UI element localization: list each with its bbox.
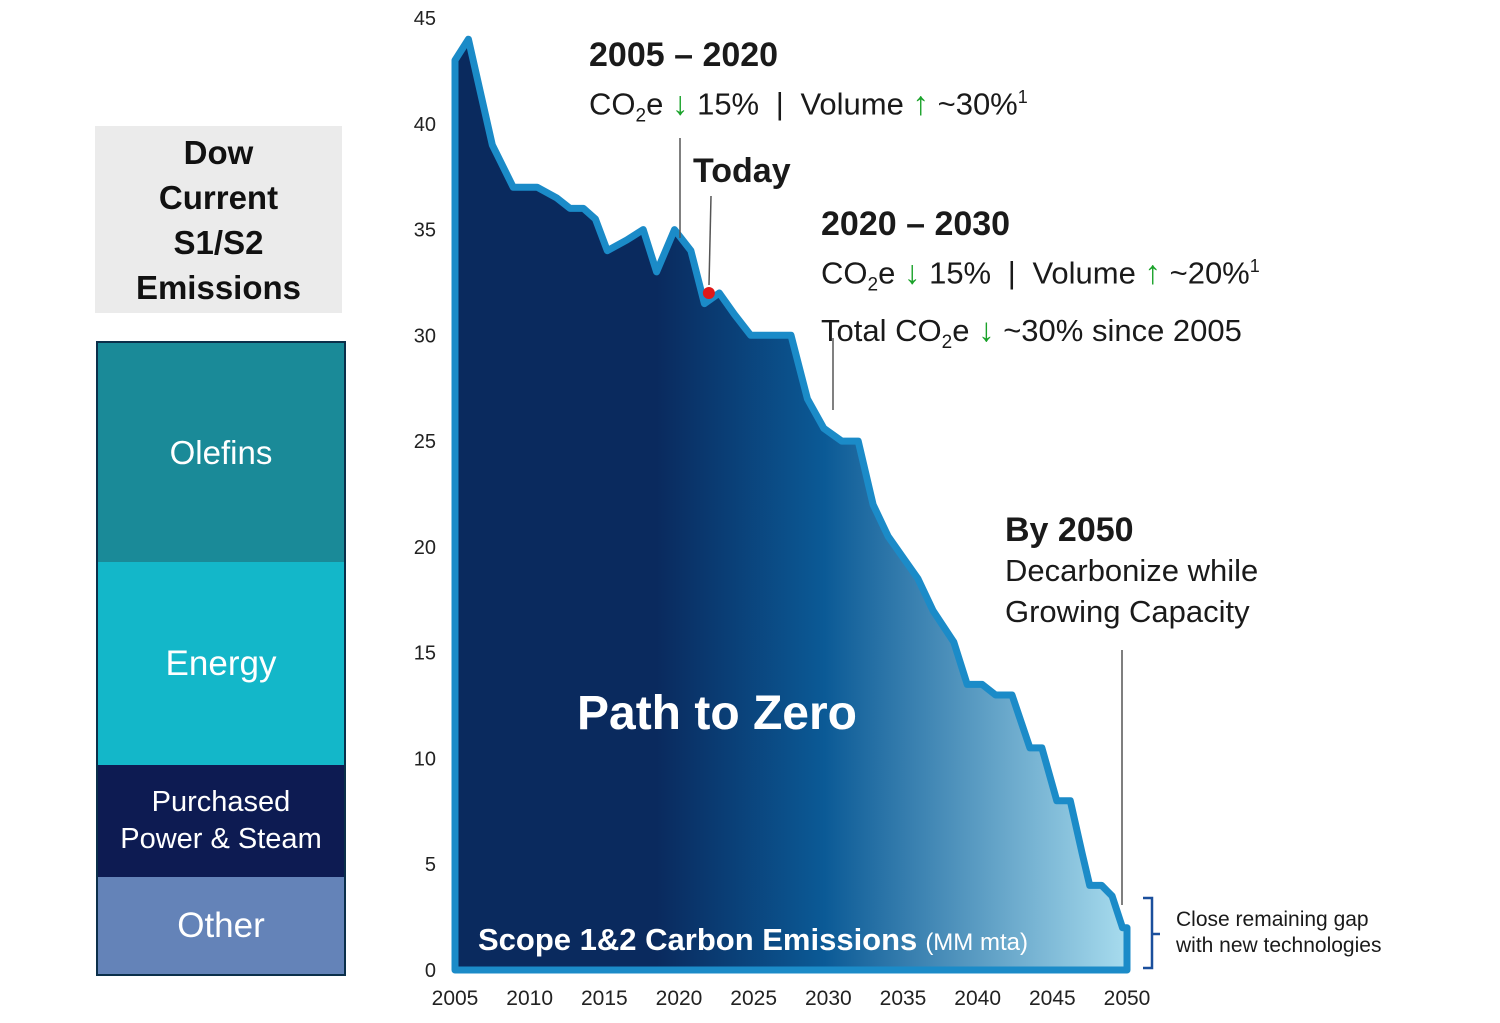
y-tick-label: 35 — [414, 220, 436, 242]
segment-purchased-power: Purchased Power & Steam — [98, 765, 344, 877]
series-label-text: Scope 1&2 Carbon Emissions — [478, 922, 917, 957]
annotation-2020-2030-line: CO2e ↓ 15% | Volume ↑ ~20%1 — [821, 253, 1260, 296]
down-arrow-icon: ↓ — [978, 310, 995, 348]
annotation-2005-2020-heading: 2005 – 2020 — [589, 36, 779, 74]
x-tick-label: 2050 — [1104, 987, 1151, 1010]
annotation-2050: By 2050 Decarbonize while Growing Capaci… — [1005, 511, 1258, 632]
annotation-2050-line1: Decarbonize while — [1005, 553, 1259, 588]
emissions-area — [455, 39, 1127, 970]
x-tick-label: 2030 — [805, 987, 852, 1010]
leader-line-today — [708, 195, 712, 286]
y-tick-label: 0 — [425, 960, 436, 982]
y-tick-label: 20 — [414, 537, 436, 559]
annotation-today: Today — [693, 152, 791, 191]
down-arrow-icon: ↓ — [671, 84, 689, 122]
annotation-2005-2020: 2005 – 2020 CO2e ↓ 15% | Volume ↑ ~30%1 — [589, 36, 1028, 139]
annotation-gap-line1: Close remaining gap — [1176, 908, 1369, 931]
segment-olefins: Olefins — [98, 343, 344, 562]
y-tick-label: 40 — [414, 114, 436, 136]
up-arrow-icon: ↑ — [912, 84, 929, 122]
y-tick-label: 45 — [414, 8, 436, 30]
x-tick-label: 2040 — [954, 987, 1001, 1010]
x-tick-label: 2035 — [880, 987, 927, 1010]
x-tick-label: 2005 — [432, 987, 479, 1010]
legend-title: Dow Current S1/S2 Emissions — [95, 126, 342, 313]
annotation-2020-2030-total: Total CO2e ↓ ~30% since 2005 — [821, 310, 1242, 353]
segment-other: Other — [98, 877, 344, 974]
annotation-2005-2020-line: CO2e ↓ 15% | Volume ↑ ~30%1 — [589, 84, 1028, 127]
y-tick-label: 30 — [414, 325, 436, 347]
legend-title-text: Dow Current S1/S2 Emissions — [135, 133, 302, 306]
y-tick-label: 15 — [414, 643, 436, 665]
annotation-2020-2030: 2020 – 2030 CO2e ↓ 15% | Volume ↑ ~20%1 … — [821, 205, 1260, 365]
chart-title: Path to Zero — [577, 687, 857, 740]
x-tick-label: 2010 — [506, 987, 553, 1010]
x-tick-label: 2045 — [1029, 987, 1076, 1010]
series-label: Scope 1&2 Carbon Emissions (MM mta) — [478, 922, 1028, 957]
x-tick-label: 2025 — [730, 987, 777, 1010]
segment-energy: Energy — [98, 562, 344, 765]
x-tick-label: 2020 — [656, 987, 703, 1010]
up-arrow-icon: ↑ — [1144, 253, 1161, 291]
x-tick-label: 2015 — [581, 987, 628, 1010]
annotation-gap: Close remaining gap with new technologie… — [1176, 907, 1381, 959]
annotation-2050-line2: Growing Capacity — [1005, 594, 1250, 629]
y-tick-label: 10 — [414, 748, 436, 770]
emissions-stack: Olefins Energy Purchased Power & Steam O… — [96, 341, 346, 976]
emissions-line — [451, 35, 1131, 974]
y-tick-label: 25 — [414, 431, 436, 453]
annotation-gap-line2: with new technologies — [1176, 934, 1382, 957]
series-unit: (MM mta) — [925, 929, 1028, 956]
gap-bracket — [1143, 896, 1160, 970]
annotation-2050-heading: By 2050 — [1005, 511, 1134, 549]
y-tick-label: 5 — [425, 854, 436, 876]
down-arrow-icon: ↓ — [903, 253, 921, 291]
today-marker — [702, 287, 715, 300]
annotation-today-label: Today — [693, 152, 791, 190]
annotation-2020-2030-heading: 2020 – 2030 — [821, 205, 1011, 243]
